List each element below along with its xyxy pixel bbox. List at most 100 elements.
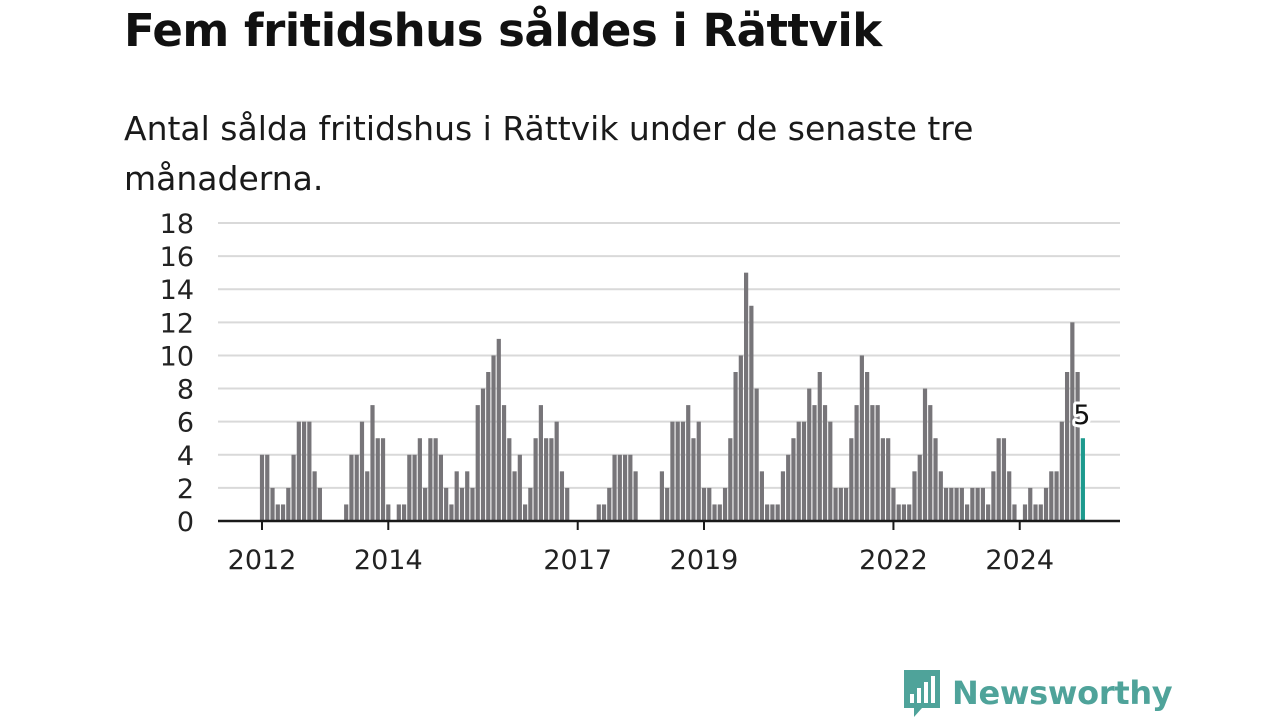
bar (417, 438, 422, 521)
bar (317, 487, 322, 521)
bar (896, 504, 901, 521)
bar (380, 438, 386, 521)
bar (633, 471, 638, 521)
bar (917, 454, 922, 521)
bar (733, 372, 738, 521)
bar (670, 421, 675, 521)
bar (480, 388, 486, 521)
bar (438, 454, 444, 521)
bar (1001, 438, 1007, 521)
bar (496, 338, 501, 521)
bar (359, 421, 365, 521)
bar (801, 421, 807, 521)
highlight-value-label: 5 (1073, 400, 1090, 431)
x-tick-label: 2012 (228, 545, 297, 576)
bar (475, 405, 480, 521)
bar (601, 504, 607, 521)
bar (691, 438, 696, 521)
bar (980, 487, 985, 521)
bar (791, 438, 796, 521)
bar (428, 438, 433, 521)
bar (722, 487, 728, 521)
bar (270, 487, 275, 521)
y-tick-label: 4 (177, 441, 194, 472)
bar (970, 487, 975, 521)
bar (375, 438, 380, 521)
bar (280, 504, 286, 521)
bar (501, 405, 507, 521)
bar (701, 487, 707, 521)
bar (686, 405, 691, 521)
bar (549, 438, 554, 521)
bar (659, 471, 665, 521)
bar (286, 487, 291, 521)
bar (807, 388, 812, 521)
bar (754, 388, 759, 521)
bar (986, 504, 991, 521)
bar (491, 355, 496, 521)
bar (712, 504, 717, 521)
bar (880, 438, 886, 521)
bar (617, 454, 622, 521)
bar (996, 438, 1001, 521)
bar (407, 454, 412, 521)
bar (744, 272, 749, 521)
bar (696, 421, 701, 521)
bar (470, 487, 475, 521)
bar (901, 504, 907, 521)
bar (1054, 471, 1059, 521)
bar (259, 454, 265, 521)
bar (465, 471, 470, 521)
y-tick-label: 12 (160, 308, 194, 339)
bar (717, 504, 722, 521)
bar (1012, 504, 1017, 521)
bar (965, 504, 970, 521)
bar (507, 438, 512, 521)
bar (812, 405, 817, 521)
bar (822, 405, 828, 521)
bar (954, 487, 959, 521)
bar (1075, 372, 1080, 521)
x-tick-label: 2022 (859, 545, 928, 576)
bar (1070, 322, 1075, 521)
x-tick-label: 2017 (543, 545, 612, 576)
bar (886, 438, 891, 521)
y-tick-label: 0 (177, 507, 194, 538)
highlight-bar (1080, 438, 1085, 521)
bar (949, 487, 954, 521)
bar (1028, 487, 1033, 521)
bar (412, 454, 417, 521)
bar (1022, 504, 1028, 521)
bar (933, 438, 938, 521)
bar (828, 421, 833, 521)
bar (554, 421, 559, 521)
bar (512, 471, 517, 521)
newsworthy-logo: Newsworthy (902, 668, 1173, 718)
y-tick-label: 6 (177, 408, 194, 439)
y-tick-label: 18 (160, 209, 194, 240)
bar (1038, 504, 1043, 521)
bar (312, 471, 317, 521)
bar (759, 471, 764, 521)
bar (559, 471, 565, 521)
bar (265, 454, 270, 521)
bar (865, 372, 870, 521)
bar (459, 487, 465, 521)
bar (707, 487, 712, 521)
bar (922, 388, 928, 521)
bar (444, 487, 449, 521)
brand-name: Newsworthy (952, 674, 1173, 712)
bar (433, 438, 438, 521)
bar (975, 487, 980, 521)
bar (838, 487, 843, 521)
bar (349, 454, 354, 521)
bar (538, 405, 543, 521)
bar (386, 504, 391, 521)
bar (786, 454, 791, 521)
bar (596, 504, 601, 521)
bar (943, 487, 949, 521)
bar (533, 438, 538, 521)
bar (780, 471, 786, 521)
y-tick-label: 8 (177, 375, 194, 406)
bar (665, 487, 670, 521)
